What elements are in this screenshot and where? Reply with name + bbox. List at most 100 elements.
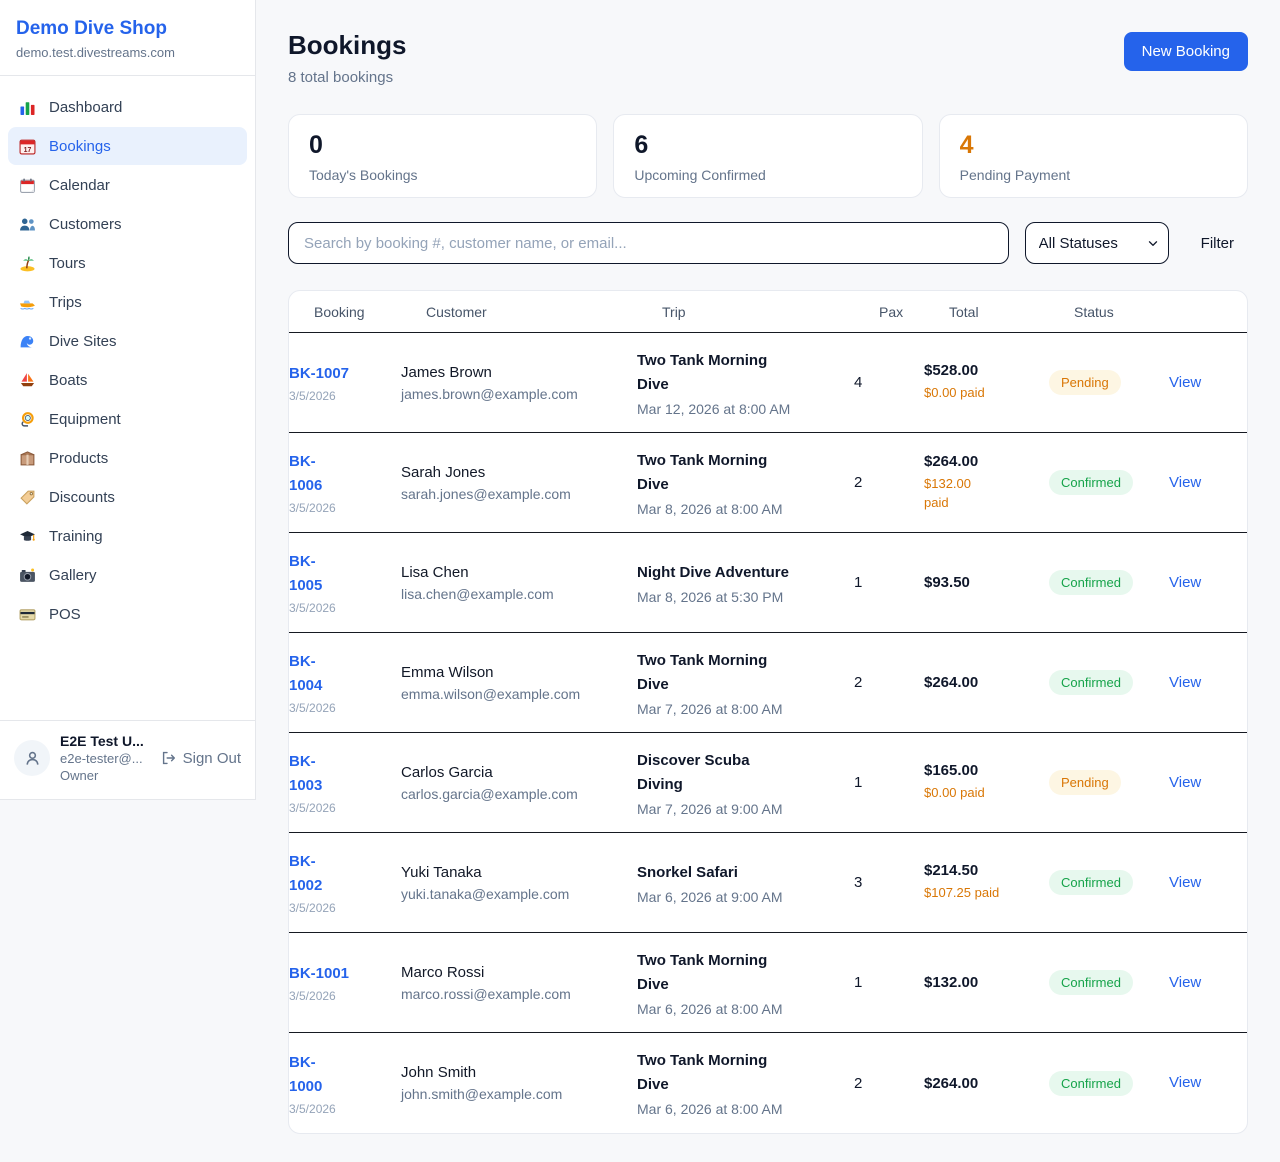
- main-content: Bookings 8 total bookings New Booking 0 …: [256, 0, 1280, 1162]
- page-subtitle: 8 total bookings: [288, 69, 394, 86]
- table-row: BK- 1003 3/5/2026 Carlos Garcia carlos.g…: [289, 733, 1247, 833]
- paid-amount: $0.00 paid: [924, 385, 985, 401]
- pax-count: 2: [854, 474, 863, 491]
- page-title: Bookings: [288, 30, 407, 60]
- total-amount: $132.00: [924, 974, 979, 991]
- stat-label: Pending Payment: [959, 166, 1071, 183]
- trip-datetime: Mar 7, 2026 at 9:00 AM: [637, 800, 783, 817]
- graduation-cap-icon: [18, 527, 36, 545]
- user-role: Owner: [60, 768, 99, 783]
- booking-date: 3/5/2026: [289, 989, 336, 1003]
- column-header-customer: Customer: [426, 303, 487, 320]
- status-badge: Pending: [1049, 370, 1121, 395]
- sidebar: Demo Dive Shop demo.test.divestreams.com…: [0, 0, 256, 800]
- sidebar-item-products[interactable]: Products: [8, 439, 247, 477]
- package-icon: [18, 449, 36, 467]
- booking-id-link[interactable]: BK- 1006: [289, 453, 323, 494]
- view-link[interactable]: View: [1169, 873, 1202, 891]
- speedboat-icon: [18, 293, 36, 311]
- calendar-date-icon: 17: [18, 137, 36, 155]
- stat-cards: 0 Today's Bookings 6 Upcoming Confirmed …: [288, 114, 1248, 198]
- booking-id-link[interactable]: BK- 1002: [289, 853, 323, 894]
- sidebar-item-dashboard[interactable]: Dashboard: [8, 88, 247, 126]
- filter-button[interactable]: Filter: [1200, 234, 1234, 252]
- booking-date: 3/5/2026: [289, 501, 336, 515]
- sidebar-item-training[interactable]: Training: [8, 517, 247, 555]
- column-header-total: Total: [949, 303, 979, 320]
- view-link[interactable]: View: [1169, 773, 1202, 791]
- view-link[interactable]: View: [1169, 1074, 1202, 1091]
- sidebar-item-bookings[interactable]: 17 Bookings: [8, 127, 247, 165]
- sidebar-item-trips[interactable]: Trips: [8, 283, 247, 321]
- sidebar-item-discounts[interactable]: Discounts: [8, 478, 247, 516]
- view-link[interactable]: View: [1169, 473, 1202, 491]
- diving-mask-icon: [18, 410, 36, 428]
- status-badge: Confirmed: [1049, 870, 1133, 895]
- sidebar-item-label: Training: [49, 527, 103, 545]
- stat-value: 6: [634, 131, 649, 159]
- sidebar-item-gallery[interactable]: Gallery: [8, 556, 247, 594]
- booking-id-link[interactable]: BK-1001: [289, 965, 350, 982]
- pax-count: 1: [854, 774, 863, 791]
- booking-date: 3/5/2026: [289, 389, 336, 403]
- sidebar-item-customers[interactable]: Customers: [8, 205, 247, 243]
- trip-datetime: Mar 6, 2026 at 8:00 AM: [637, 1101, 783, 1117]
- column-header-status: Status: [1074, 303, 1114, 320]
- credit-card-icon: [18, 605, 36, 623]
- sidebar-item-label: Gallery: [49, 566, 97, 584]
- customer-email: marco.rossi@example.com: [401, 985, 571, 1002]
- search-input[interactable]: [288, 222, 1009, 264]
- booking-id-link[interactable]: BK-1007: [289, 365, 350, 382]
- stat-card: 6 Upcoming Confirmed: [613, 114, 923, 198]
- sidebar-item-equipment[interactable]: Equipment: [8, 400, 247, 438]
- paid-amount: $132.00 paid: [924, 475, 971, 510]
- stat-label: Today's Bookings: [309, 166, 418, 183]
- total-amount: $93.50: [924, 574, 970, 591]
- sidebar-item-boats[interactable]: Boats: [8, 361, 247, 399]
- stat-label: Upcoming Confirmed: [634, 166, 766, 183]
- table-row: BK-1007 3/5/2026 James Brown james.brown…: [289, 333, 1247, 433]
- sidebar-item-label: Calendar: [49, 176, 110, 194]
- total-amount: $165.00: [924, 762, 979, 780]
- pax-count: 1: [854, 974, 863, 991]
- trip-datetime: Mar 8, 2026 at 5:30 PM: [637, 588, 784, 605]
- booking-id-link[interactable]: BK- 1000: [289, 1053, 323, 1095]
- trip-datetime: Mar 8, 2026 at 8:00 AM: [637, 500, 783, 517]
- sidebar-footer: E2E Test U... e2e-tester@... Owner Sign …: [0, 720, 255, 799]
- sidebar-item-calendar[interactable]: Calendar: [8, 166, 247, 204]
- trip-name: Two Tank Morning Dive: [637, 951, 768, 993]
- view-link[interactable]: View: [1169, 973, 1202, 991]
- status-badge: Confirmed: [1049, 470, 1133, 495]
- sign-out-label: Sign Out: [182, 749, 241, 767]
- view-link[interactable]: View: [1169, 673, 1202, 691]
- table-row: BK- 1005 3/5/2026 Lisa Chen lisa.chen@ex…: [289, 533, 1247, 633]
- customer-email: yuki.tanaka@example.com: [401, 885, 570, 902]
- total-amount: $528.00: [924, 362, 979, 380]
- sidebar-item-label: POS: [49, 605, 81, 623]
- sidebar-item-tours[interactable]: Tours: [8, 244, 247, 282]
- person-icon: [26, 751, 38, 765]
- view-link[interactable]: View: [1169, 573, 1202, 591]
- customer-name: John Smith: [401, 1064, 477, 1081]
- sidebar-item-pos[interactable]: POS: [8, 595, 247, 633]
- booking-id-link[interactable]: BK- 1004: [289, 653, 323, 694]
- booking-id-link[interactable]: BK- 1003: [289, 753, 323, 794]
- desert-island-icon: [18, 254, 36, 272]
- customer-name: Lisa Chen: [401, 563, 469, 581]
- sidebar-item-dive-sites[interactable]: Dive Sites: [8, 322, 247, 360]
- new-booking-button[interactable]: New Booking: [1123, 32, 1248, 71]
- booking-date: 3/5/2026: [289, 901, 336, 915]
- booking-date: 3/5/2026: [289, 801, 336, 815]
- table-header-row: Booking Customer Trip Pax Total Status: [289, 291, 1247, 333]
- customer-name: Emma Wilson: [401, 663, 494, 681]
- view-link[interactable]: View: [1169, 373, 1202, 391]
- customer-email: carlos.garcia@example.com: [401, 785, 578, 802]
- status-select[interactable]: All Statuses: [1024, 222, 1169, 264]
- sign-out-button[interactable]: Sign Out: [160, 750, 241, 767]
- customer-name: Marco Rossi: [401, 963, 485, 981]
- sidebar-item-label: Equipment: [49, 410, 121, 428]
- wave-icon: [18, 332, 36, 350]
- booking-id-link[interactable]: BK- 1005: [289, 553, 323, 594]
- customer-email: emma.wilson@example.com: [401, 685, 581, 702]
- total-amount: $264.00: [924, 1074, 979, 1092]
